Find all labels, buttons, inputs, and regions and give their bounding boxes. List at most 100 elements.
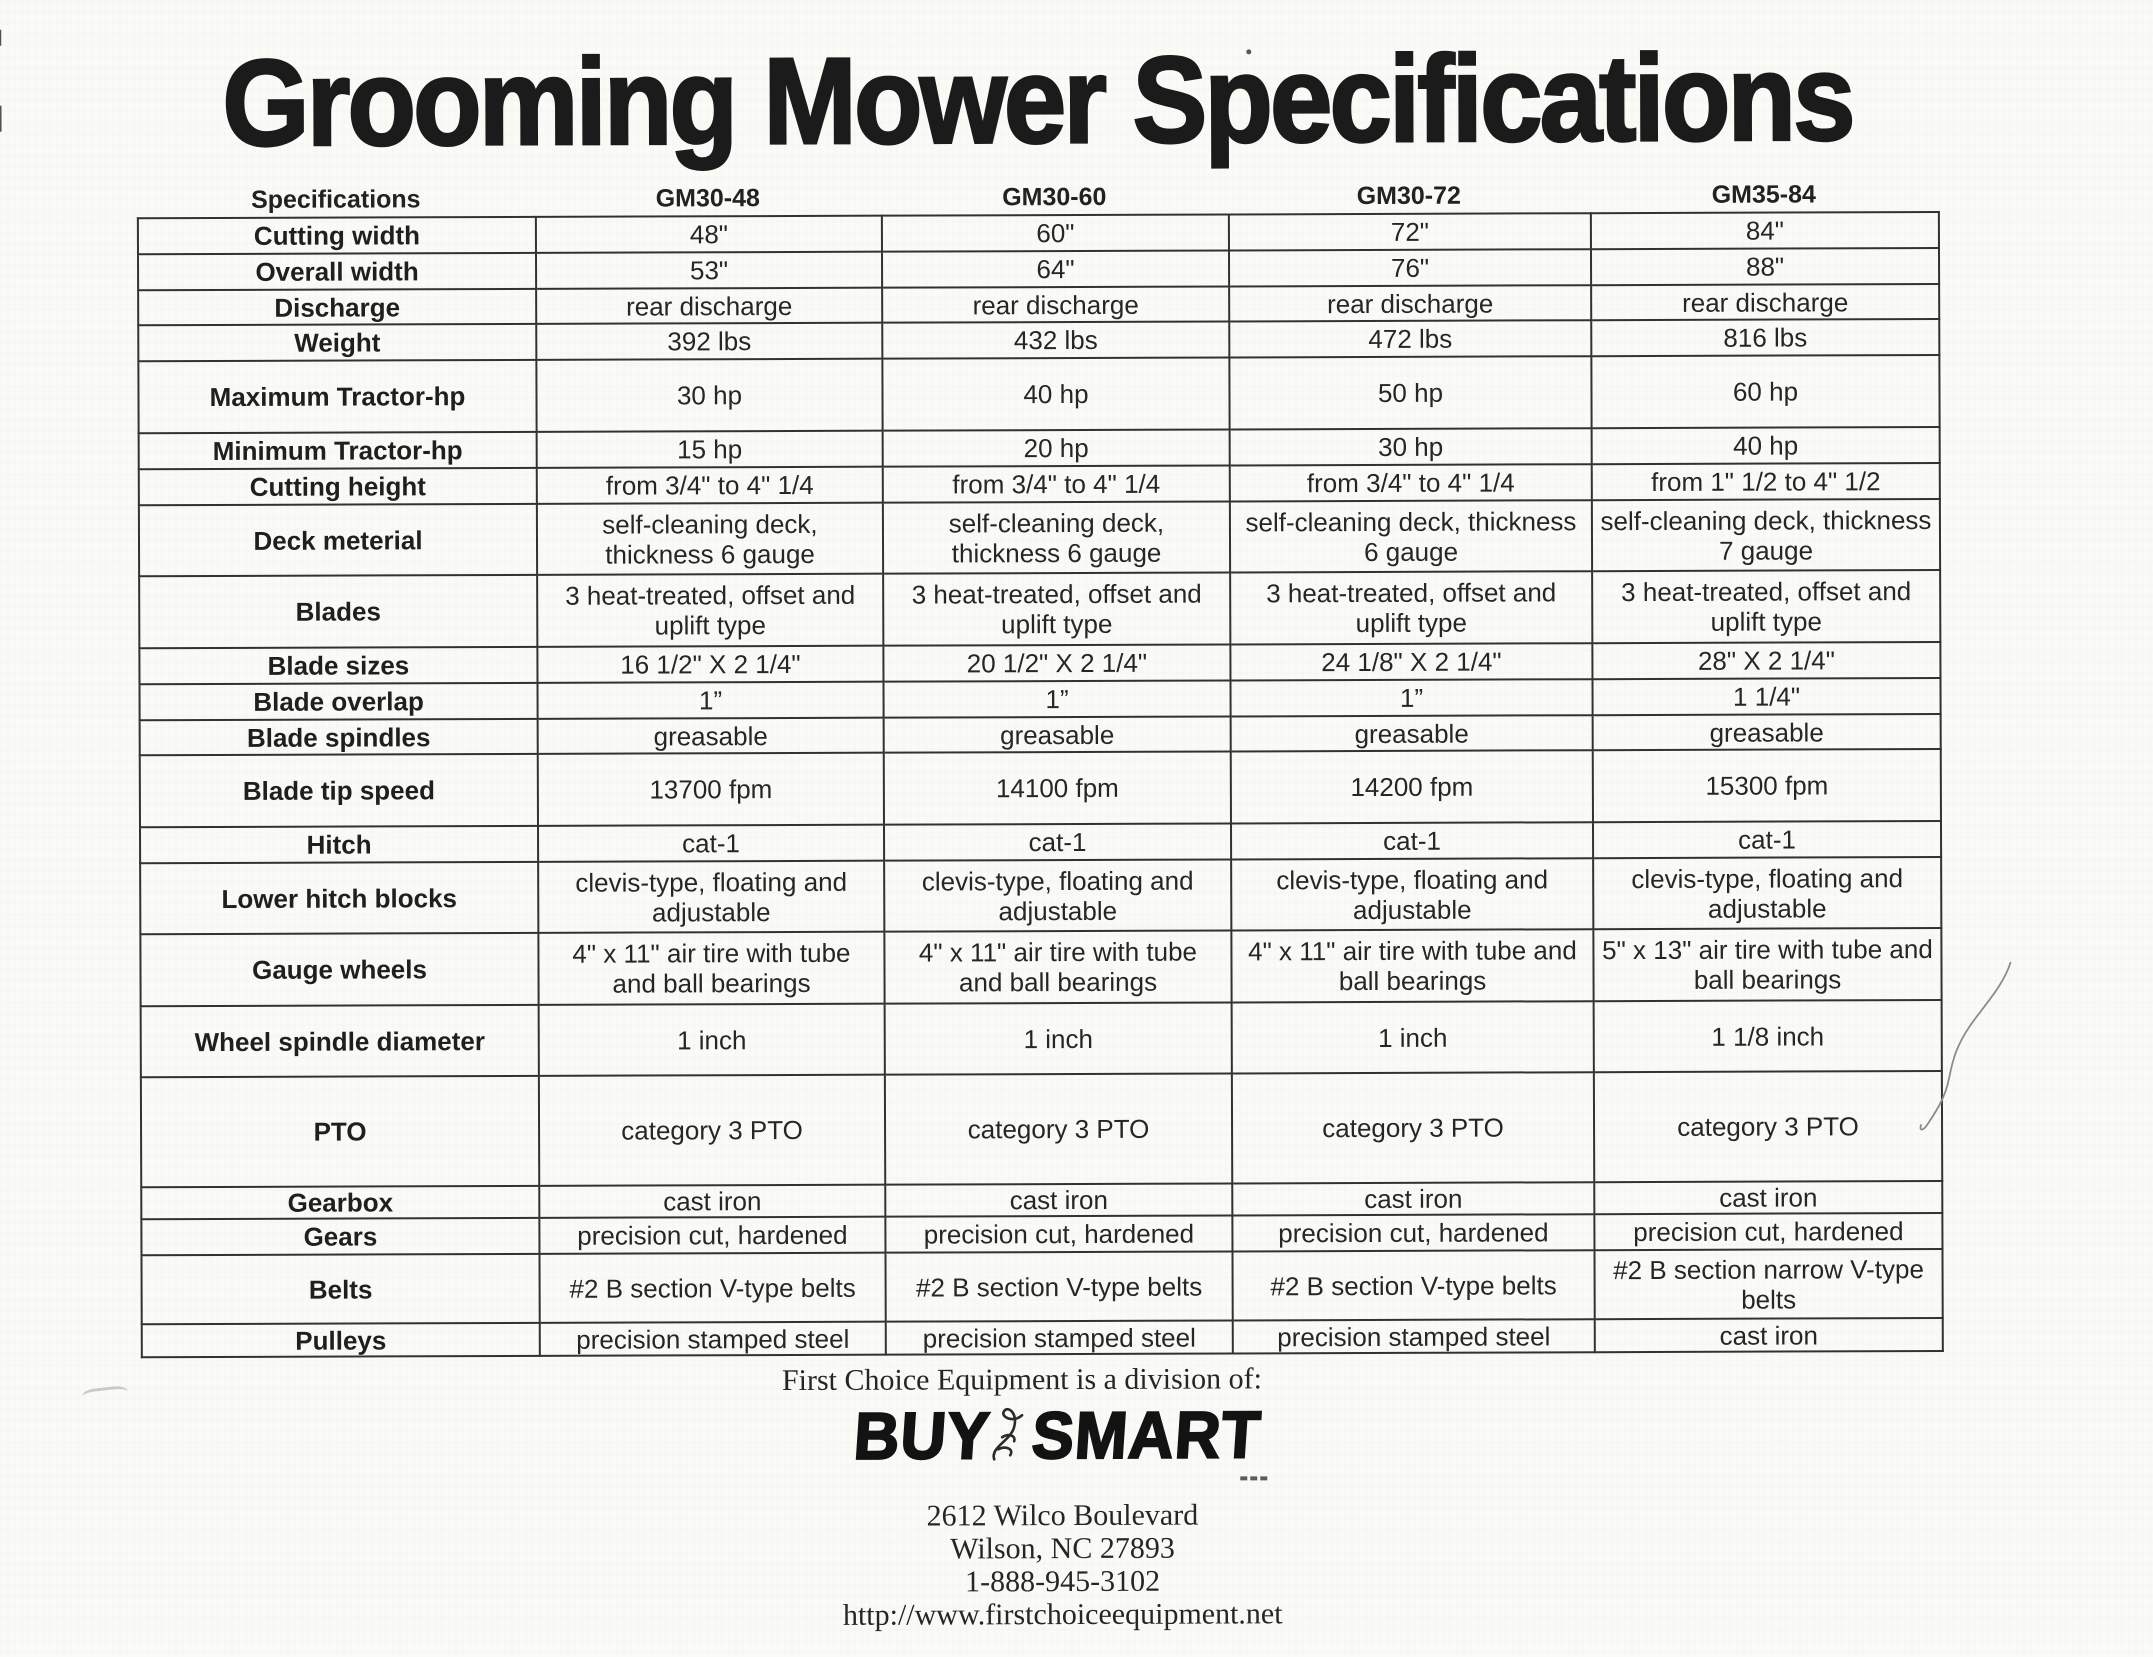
spec-cell: 3 heat-treated, offset and uplift type — [537, 573, 884, 647]
spec-cell: 1 inch — [884, 1002, 1232, 1075]
spec-cell: precision cut, hardened — [885, 1215, 1233, 1253]
spec-cell: precision stamped steel — [885, 1320, 1233, 1355]
row-label: Minimum Tractor-hp — [138, 431, 537, 470]
scan-edge-mark — [0, 29, 2, 46]
spec-cell: 88" — [1590, 247, 1940, 286]
row-label: Discharge — [138, 288, 537, 326]
row-label: Blade tip speed — [139, 753, 538, 828]
spec-cell: 4" x 11" air tire with tube and ball bea… — [538, 931, 885, 1005]
spec-cell: 60" — [881, 214, 1229, 252]
spec-cell: clevis-type, floating and adjustable — [1593, 856, 1942, 930]
spec-cell: 4" x 11" air tire with tube and ball bea… — [884, 930, 1232, 1004]
spec-cell: 15 hp — [536, 430, 883, 468]
spec-cell: 15300 fpm — [1592, 748, 1941, 823]
spec-cell: greasable — [1230, 715, 1593, 752]
spec-cell: rear discharge — [1229, 285, 1592, 322]
column-header-specifications: Specifications — [251, 185, 421, 214]
spec-cell: 1 1/8 inch — [1593, 999, 1942, 1073]
spec-cell: from 3/4" to 4" 1/4 — [1229, 464, 1592, 502]
table-row: Cutting width 48" 60" 72" 84" — [137, 211, 1939, 255]
spec-cell: #2 B section narrow V-type belts — [1594, 1248, 1943, 1320]
spec-cell: rear discharge — [536, 287, 883, 324]
spec-cell: self-cleaning deck, thickness 7 gauge — [1591, 498, 1941, 572]
table-row: Pulleys precision stamped steel precision … — [141, 1317, 1943, 1358]
table-row: Lower hitch blocks clevis-type, floating … — [140, 856, 1942, 935]
spec-cell: self-cleaning deck, thickness 6 gauge — [536, 502, 884, 575]
spec-cell: category 3 PTO — [1593, 1070, 1943, 1183]
row-label: Deck meterial — [138, 503, 538, 577]
table-row: Blade overlap 1” 1” 1” 1 1/4" — [139, 677, 1941, 721]
spec-cell: #2 B section V-type belts — [1232, 1250, 1595, 1321]
row-label: Weight — [138, 323, 537, 362]
scan-artifact-dot — [1246, 49, 1252, 55]
spec-cell: 53" — [535, 251, 883, 289]
spec-cell: 30 hp — [1229, 428, 1592, 466]
buysmart-logo: BUY SMART — [2, 1395, 2122, 1481]
division-note: First Choice Equipment is a division of: — [781, 1362, 1262, 1398]
spec-cell: 1 1/4" — [1592, 677, 1941, 716]
website-url: http://www.firstchoiceequipment.net — [842, 1597, 1283, 1632]
spec-cell: precision cut, hardened — [539, 1216, 886, 1254]
spec-cell: 72" — [1228, 213, 1591, 251]
spec-cell: clevis-type, floating and adjustable — [1231, 858, 1594, 931]
address-block: 2612 Wilco Boulevard Wilson, NC 27893 1-… — [2, 1495, 2122, 1634]
footer: First Choice Equipment is a division of:… — [2, 1359, 2123, 1634]
spec-cell: from 3/4" to 4" 1/4 — [882, 465, 1230, 503]
page-title: Grooming Mower Specifications — [221, 28, 1854, 173]
spec-cell: 1” — [883, 680, 1231, 718]
table-row: Blades 3 heat-treated, offset and uplift … — [139, 569, 1941, 649]
spec-cell: 3 heat-treated, offset and uplift type — [883, 572, 1231, 646]
spec-cell: 40 hp — [882, 357, 1230, 431]
row-label: Cutting width — [137, 216, 536, 255]
table-row: Maximum Tractor-hp 30 hp 40 hp 50 hp 60 hp — [138, 354, 1940, 434]
spec-cell: 28" X 2 1/4" — [1592, 641, 1941, 680]
table-row: Overall width 53" 64" 76" 88" — [137, 247, 1940, 291]
specifications-table: Cutting width 48" 60" 72" 84" Overall width 53… — [137, 211, 1944, 1358]
row-label: Gears — [141, 1217, 540, 1256]
spec-cell: 1 inch — [1231, 1001, 1594, 1074]
scan-artifact-squiggle — [1919, 961, 2012, 1131]
column-header-gm30-48: GM30-48 — [655, 184, 760, 213]
spec-cell: 84" — [1590, 211, 1939, 250]
spec-cell: 60 hp — [1591, 354, 1940, 429]
spec-cell: precision cut, hardened — [1594, 1212, 1943, 1251]
table-row: Wheel spindle diameter 1 inch 1 inch 1 inch… — [140, 999, 1942, 1078]
spec-cell: cat-1 — [537, 824, 885, 862]
table-row: Deck meterial self-cleaning deck, thickne… — [138, 498, 1941, 577]
row-label: Maximum Tractor-hp — [138, 359, 537, 434]
spec-cell: rear discharge — [882, 286, 1230, 323]
spec-cell: from 3/4" to 4" 1/4 — [536, 466, 883, 504]
spec-cell: self-cleaning deck, thickness 6 gauge — [882, 501, 1231, 574]
spec-cell: self-cleaning deck, thickness 6 gauge — [1229, 500, 1593, 573]
row-label: Gearbox — [141, 1185, 540, 1220]
table-column-headers: Specifications GM30-48 GM30-60 GM30-72 G… — [137, 177, 1938, 215]
spec-cell: rear discharge — [1591, 283, 1940, 321]
table-row: Cutting height from 3/4" to 4" 1/4 from 3/… — [138, 462, 1940, 506]
spec-cell: cat-1 — [883, 823, 1232, 861]
spec-cell: cast iron — [1232, 1182, 1595, 1216]
spec-cell: 3 heat-treated, offset and uplift type — [1592, 569, 1941, 644]
spec-cell: cast iron — [539, 1184, 886, 1218]
row-label: Blade overlap — [139, 682, 538, 721]
spec-cell: 1 inch — [538, 1003, 885, 1076]
spec-cell: 20 1/2" X 2 1/4" — [883, 644, 1231, 682]
table-row: Blade tip speed 13700 fpm 14100 fpm 14200 f… — [139, 748, 1941, 828]
spec-cell: 392 lbs — [536, 322, 883, 360]
spec-cell: 4" x 11" air tire with tube and ball bea… — [1231, 929, 1594, 1003]
spec-cell: 48" — [535, 215, 882, 253]
column-header-gm35-84: GM35-84 — [1711, 180, 1816, 209]
spec-cell: cat-1 — [1592, 820, 1942, 859]
row-label: Lower hitch blocks — [140, 861, 539, 935]
spec-cell: clevis-type, floating and adjustable — [538, 860, 885, 933]
spec-cell: cat-1 — [1230, 822, 1594, 860]
spec-cell: greasable — [537, 717, 884, 754]
spec-cell: 24 1/8" X 2 1/4" — [1230, 643, 1593, 681]
spec-cell: category 3 PTO — [538, 1074, 886, 1186]
spec-cell: greasable — [883, 716, 1231, 753]
spec-cell: precision stamped steel — [1232, 1319, 1595, 1354]
spec-cell: 76" — [1228, 249, 1592, 287]
row-label: Pulleys — [141, 1322, 540, 1358]
spec-cell: #2 B section V-type belts — [539, 1252, 886, 1323]
spec-cell: precision stamped steel — [539, 1321, 886, 1356]
spec-cell: 3 heat-treated, offset and uplift type — [1230, 571, 1593, 645]
